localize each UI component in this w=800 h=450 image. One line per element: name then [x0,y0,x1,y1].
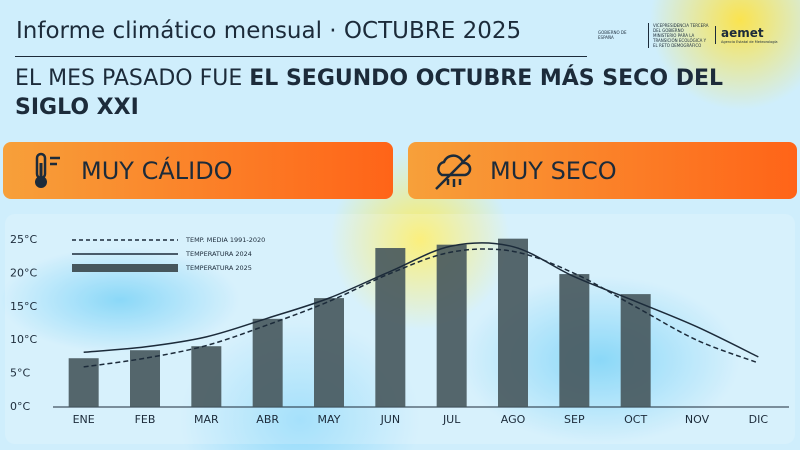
x-tick-label: ENE [73,413,95,426]
bar [620,294,651,407]
aemet-logo: aemet Agencia Estatal de Meteorología [715,26,778,44]
legend-label: TEMPERATURA 2024 [185,250,252,258]
dry-icon [435,153,472,190]
x-tick-label: DIC [749,413,769,426]
headline-normal: EL MES PASADO FUE [15,66,243,91]
y-tick-label: 5°C [10,367,30,380]
report-title: Informe climático mensual · OCTUBRE 2025 [16,18,522,44]
government-logo: GOBIERNO DE ESPAÑA [598,30,627,40]
badge-label: MUY CÁLIDO [81,156,233,185]
bar [191,346,222,407]
headline-bold: EL SEGUNDO OCTUBRE MÁS SECO DEL SIGLO XX… [15,66,723,120]
legend-swatch [72,264,178,272]
line [83,248,759,368]
x-tick-label: FEB [135,413,156,426]
x-tick-label: MAY [318,413,341,426]
y-tick-label: 15°C [10,300,37,313]
x-tick-label: NOV [685,413,710,426]
thermometer-icon [35,152,60,188]
y-tick-label: 10°C [10,333,37,346]
x-tick-label: SEP [564,413,585,426]
bar [375,248,406,407]
vice-presidency: VICEPRESIDENCIA TERCERA DEL GOBIERNO [653,22,709,33]
bar [498,238,528,407]
y-tick-label: 20°C [10,266,37,279]
x-tick-label: JUN [380,413,401,426]
bar [130,350,160,407]
x-tick-label: OCT [624,413,647,426]
y-tick-label: 0°C [10,400,30,413]
legend-label: TEMP. MEDIA 1991-2020 [185,236,265,244]
x-tick-label: ABR [256,413,279,426]
badge: MUY CÁLIDO [3,142,393,199]
badge-label: MUY SECO [490,156,617,185]
headline: EL MES PASADO FUE EL SEGUNDO OCTUBRE MÁS… [15,64,735,122]
y-tick-label: 25°C [10,233,37,246]
bar [314,298,344,407]
divider [15,56,587,57]
legend-label: TEMPERATURA 2025 [185,264,252,272]
aemet-full-name: Agencia Estatal de Meteorología [721,40,778,44]
ministry-logo: VICEPRESIDENCIA TERCERA DEL GOBIERNO MINI… [648,22,709,48]
badge: MUY SECO [408,142,797,199]
x-tick-label: JUL [442,413,461,426]
bar [252,318,283,407]
line [83,242,759,358]
bar [436,244,467,407]
bar [559,274,590,407]
aemet-name: aemet [721,26,764,40]
ministry: MINISTERIO PARA LA TRANSICIÓN ECOLÓGICA … [653,32,707,48]
x-tick-label: AGO [501,413,526,426]
x-tick-label: MAR [194,413,219,426]
logos: GOBIERNO DE ESPAÑA VICEPRESIDENCIA TERCE… [598,20,793,50]
